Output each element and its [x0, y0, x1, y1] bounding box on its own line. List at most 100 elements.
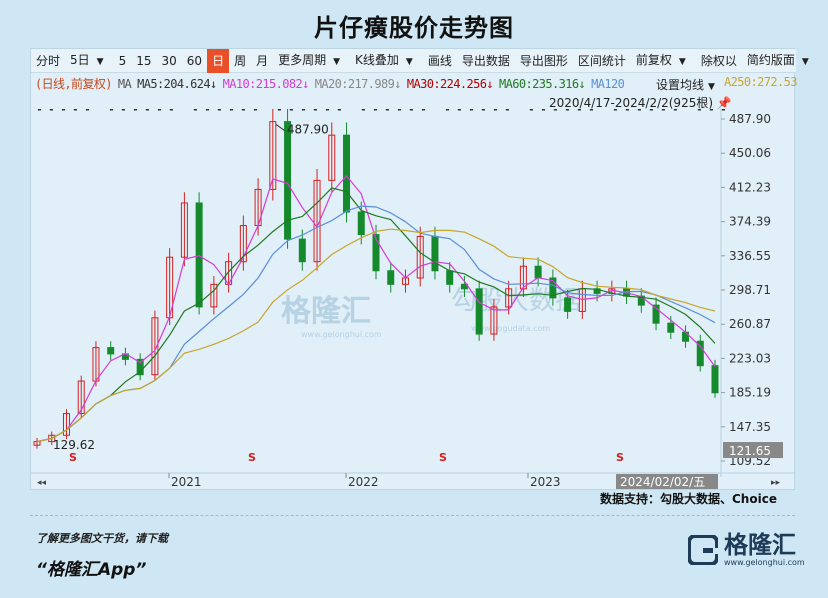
- download-prompt: 了解更多图文干货，请下载: [36, 532, 168, 545]
- event-marker: ▪: [697, 109, 702, 113]
- export-data-button[interactable]: 导出数据: [461, 53, 510, 68]
- event-marker: ▪: [553, 109, 558, 113]
- period-5day[interactable]: 5日 ▼: [65, 48, 114, 74]
- candle-body: [475, 288, 483, 335]
- draw-line-button[interactable]: 画线: [427, 53, 452, 68]
- period-intraday[interactable]: 分时: [36, 53, 61, 68]
- candle-body: [490, 306, 498, 335]
- dividend-marker: S: [69, 451, 77, 464]
- candle-body: [77, 380, 85, 415]
- candle-body: [357, 211, 365, 236]
- chevron-down-icon: ▼: [801, 56, 809, 67]
- period-60min[interactable]: 60: [186, 53, 203, 68]
- candle-body: [416, 235, 424, 279]
- gelonghui-logo: 格隆汇 www.gelonghui.com: [688, 532, 805, 567]
- ma10-value: MA10:215.082↓: [222, 77, 310, 91]
- layout-menu[interactable]: 简约版面 ▼: [742, 48, 819, 74]
- dividend-marker: S: [616, 451, 624, 464]
- watermark-secondary: 勾股大数据: [451, 286, 581, 316]
- dividend-marker: S: [439, 451, 447, 464]
- event-marker: ▪: [61, 109, 66, 113]
- ma-prefix: (日线,前复权): [35, 77, 112, 91]
- event-marker: ▪: [73, 109, 78, 113]
- ma30-value: MA30:224.256↓: [406, 77, 494, 91]
- candle-body: [387, 270, 395, 285]
- event-marker: ▪: [157, 109, 162, 113]
- ma-label: MA: [117, 77, 132, 91]
- ex-rights-button[interactable]: 除权以: [700, 53, 737, 68]
- candle-body: [210, 283, 218, 308]
- event-marker: ▪: [505, 109, 510, 113]
- period-30min[interactable]: 30: [161, 53, 177, 68]
- period-15min[interactable]: 15: [136, 53, 152, 68]
- kline-overlay-menu[interactable]: K线叠加 ▼: [350, 48, 423, 74]
- event-marker: ▪: [721, 109, 726, 113]
- event-marker: ▪: [289, 109, 294, 113]
- ma250-line: [36, 228, 716, 443]
- x-tick-label: 2023: [530, 475, 561, 489]
- event-marker: ▪: [229, 109, 234, 113]
- event-marker: ▪: [589, 109, 594, 113]
- more-periods-menu[interactable]: 更多周期 ▼: [273, 48, 350, 74]
- candle-body: [431, 235, 439, 272]
- watermark-name: 格隆汇: [281, 294, 371, 329]
- y-tick-label: 487.90: [729, 112, 771, 126]
- range-stats-button[interactable]: 区间统计: [577, 53, 626, 68]
- ma250-value: A250:272.53: [724, 75, 797, 89]
- y-tick-label: 223.03: [729, 351, 771, 365]
- event-marker: ▪: [673, 109, 678, 113]
- logo-url: www.gelonghui.com: [724, 558, 805, 567]
- event-marker: ▪: [397, 109, 402, 113]
- divider: [30, 515, 795, 516]
- forward-adjust-menu[interactable]: 前复权 ▼: [631, 48, 696, 74]
- event-marker: ▪: [457, 109, 462, 113]
- logo-icon: [688, 534, 718, 565]
- ma-legend: (日线,前复权) MA MA5:204.624↓ MA10:215.082↓ MA20:…: [35, 75, 630, 92]
- candle-body: [298, 238, 306, 263]
- cursor-date-box: [616, 474, 718, 489]
- chevron-down-icon: ▼: [96, 56, 104, 67]
- event-marker: ▪: [409, 109, 414, 113]
- candle-body: [534, 265, 542, 279]
- ma5-value: MA5:204.624↓: [137, 77, 217, 91]
- event-marker: ▪: [637, 109, 642, 113]
- candle-body: [239, 225, 247, 263]
- data-source: 数据支持：勾股大数据、Choice: [600, 492, 777, 506]
- event-marker: ▪: [313, 109, 318, 113]
- export-chart-button[interactable]: 导出图形: [519, 53, 568, 68]
- period-week[interactable]: 周: [234, 53, 247, 68]
- y-tick-label: 147.35: [729, 420, 771, 434]
- y-tick-label: 298.71: [729, 283, 771, 297]
- event-marker: ▪: [277, 109, 282, 113]
- period-month[interactable]: 月: [256, 53, 269, 68]
- candle-body: [328, 134, 336, 181]
- event-marker: ▪: [169, 109, 174, 113]
- event-marker: ▪: [649, 109, 654, 113]
- max-price-label: 487.90: [287, 122, 329, 136]
- event-marker: ▪: [565, 109, 570, 113]
- candle-body: [711, 365, 719, 394]
- max-pointer: [275, 123, 286, 132]
- candle-body: [446, 270, 454, 285]
- last-price-box: [723, 442, 783, 459]
- event-marker: ▪: [337, 109, 342, 113]
- period-5min[interactable]: 5: [118, 53, 127, 68]
- candle-body: [549, 277, 557, 299]
- candle-body: [696, 340, 704, 367]
- event-marker: ▪: [481, 109, 486, 113]
- period-toolbar: 分时 5日 ▼ 5 15 30 60 日 周 月 更多周期 ▼ K线叠加 ▼ 画线 导…: [31, 48, 809, 74]
- y-tick-label: 450.06: [729, 146, 771, 160]
- dividend-marker: S: [248, 451, 256, 464]
- event-marker: ▪: [469, 109, 474, 113]
- cursor-date-label: 2024/02/02/五: [620, 475, 705, 489]
- y-tick-label: 412.23: [729, 180, 771, 194]
- ma-settings-menu[interactable]: 设置均线 ▼: [654, 76, 717, 93]
- candle-body: [48, 434, 56, 443]
- kline-chart[interactable]: 487.90 450.06 412.23 374.39 336.55 298.71 260.…: [31, 109, 796, 489]
- candle-body: [667, 322, 675, 333]
- chevron-down-icon: ▼: [333, 56, 341, 67]
- period-day[interactable]: 日: [207, 48, 230, 73]
- page-title: 片仔癀股价走势图: [314, 14, 514, 42]
- pin-icon[interactable]: 📌: [716, 96, 732, 110]
- candle-body: [269, 121, 277, 190]
